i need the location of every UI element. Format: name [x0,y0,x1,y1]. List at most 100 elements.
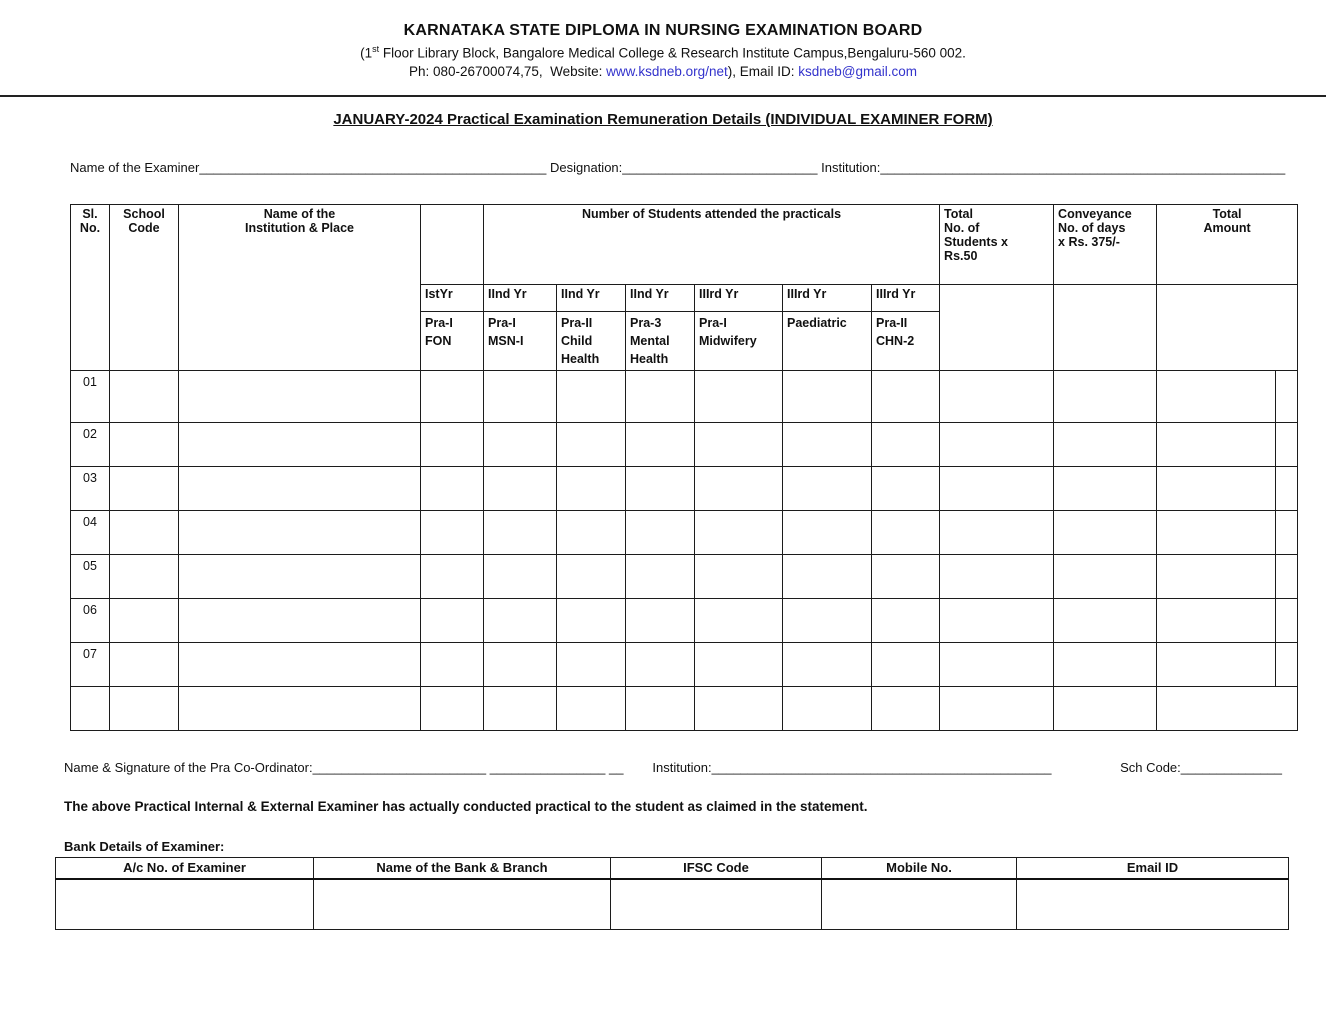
bank-col-email: Email ID [1016,857,1289,880]
bank-col-ifsc: IFSC Code [610,857,822,880]
cell [782,370,872,424]
cell [625,510,695,556]
cell [420,598,484,644]
cell [1053,422,1158,468]
subject-header-5: Pra-I Midwifery [694,310,783,372]
cell [870,598,941,644]
cell [178,642,421,688]
cell [178,466,421,512]
cell [694,554,783,600]
header-divider [0,95,1326,97]
org-address: (1st Floor Library Block, Bangalore Medi… [0,44,1326,61]
cell [420,642,484,688]
col-header-institution: Name of the Institution & Place [178,203,421,372]
cell-sl-no: 01 [70,370,110,424]
cell [420,510,484,556]
table-row: 01 [70,370,1299,424]
table-row: 02 [70,422,1299,468]
col-header-total-students: Total No. of Students x Rs.50 [939,204,1055,285]
year-header-2: IInd Yr [483,284,557,312]
cell [109,554,179,600]
cell [694,510,783,556]
address-superscript: st [372,44,380,54]
table-row: 06 [70,598,1299,644]
year-header-7: IIIrd Yr [870,284,941,312]
bank-header-row: A/c No. of Examiner Name of the Bank & B… [55,857,1289,880]
cell [109,422,179,468]
cell [556,370,626,424]
cell-amount-paise [1275,510,1299,556]
bank-details-table: A/c No. of Examiner Name of the Bank & B… [55,857,1289,930]
cell [870,370,941,424]
year-header-6: IIIrd Yr [782,284,872,312]
cell [483,466,557,512]
email-label: ), Email ID: [727,63,799,79]
letterhead: KARNATAKA STATE DIPLOMA IN NURSING EXAMI… [0,22,1326,79]
examiner-name-blank: ________________________________________… [199,160,547,175]
subject-header-2: Pra-I MSN-I [483,310,557,372]
cell [1053,466,1158,512]
cell-amount-paise [1275,642,1299,688]
gap [1051,760,1120,775]
coordinator-label: Name & Signature of the Pra Co-Ordinator… [64,760,313,775]
cell [55,878,314,930]
table-row: 03 [70,466,1299,512]
cell [109,598,179,644]
cell [870,466,941,512]
cell [1053,642,1158,688]
email-link[interactable]: ksdneb@gmail.com [798,63,917,79]
bank-col-bank-branch: Name of the Bank & Branch [313,857,611,880]
col-header-students-span: Number of Students attended the practica… [482,204,941,285]
cell [694,642,783,688]
bank-details-label: Bank Details of Examiner: [64,839,225,854]
cell [1053,598,1158,644]
cell [178,370,421,424]
coordinator-fill-line: Name & Signature of the Pra Co-Ordinator… [64,760,1282,775]
col-header-conveyance: Conveyance No. of days x Rs. 375/- [1053,204,1158,285]
cell [694,598,783,644]
cell [870,510,941,556]
col-header-sl-no: Sl. No. [70,203,110,372]
bank-data-row [55,878,1289,930]
cell-amount [1156,642,1277,688]
cell-sl-no: 04 [70,510,110,556]
cell-amount-paise [1275,554,1299,600]
cell [556,510,626,556]
cell-sl-no [70,686,110,732]
cell [870,554,941,600]
website-link[interactable]: www.ksdneb.org/net [606,63,728,79]
cell [939,466,1055,512]
cell [610,878,822,930]
cell [782,554,872,600]
cell [625,422,695,468]
sch-code-label: Sch Code: [1120,760,1181,775]
header-row-1: Sl. No. School Code Name of the Institut… [70,203,1299,372]
address-text: Floor Library Block, Bangalore Medical C… [379,45,966,61]
year-header-5: IIIrd Yr [694,284,783,312]
cell [483,370,557,424]
cell [483,598,557,644]
year-header-3: IInd Yr [556,284,626,312]
cell [782,642,872,688]
cell [694,422,783,468]
cell-sl-no: 03 [70,466,110,512]
cell [625,686,695,732]
cell-amount [1156,686,1299,732]
cell [109,686,179,732]
cell [1053,510,1158,556]
table-row-total [70,686,1299,732]
cell [870,686,941,732]
cell [625,466,695,512]
cell [556,642,626,688]
address-prefix: (1 [360,45,373,61]
cell [420,422,484,468]
cell-sl-no: 05 [70,554,110,600]
cell [109,370,179,424]
header-spacer-cell [1156,283,1299,372]
cell [782,422,872,468]
cell-amount-paise [1275,598,1299,644]
cell [782,510,872,556]
cell [939,554,1055,600]
header-row-2: IstYr IInd Yr IInd Yr IInd Yr IIIrd Yr I… [71,283,1299,372]
cell [483,686,557,732]
